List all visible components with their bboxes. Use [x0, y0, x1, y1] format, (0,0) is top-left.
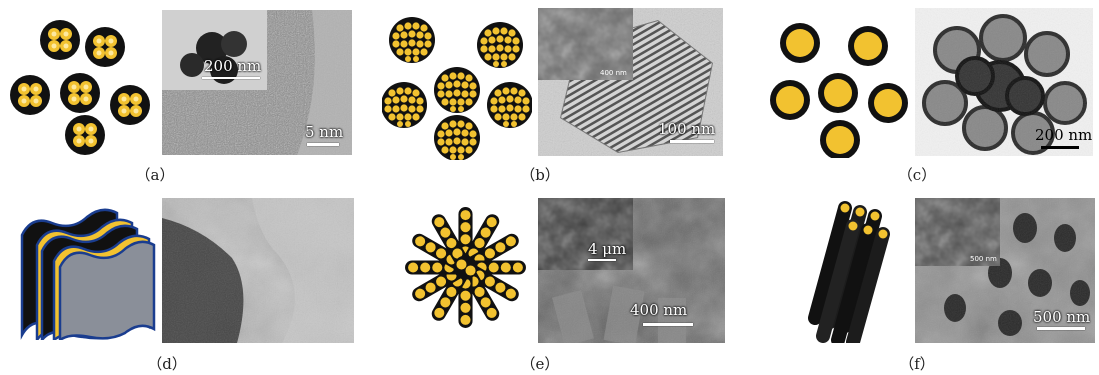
schematic-f-nanotube-bundle [808, 201, 890, 343]
scale-label-main-e: 400 nm [630, 301, 688, 319]
tem-image-d [162, 198, 354, 343]
scale-label-inset-b: 400 nm [600, 69, 627, 77]
sem-inset-f: 500 nm [915, 198, 1000, 266]
caption-d: （d） [147, 355, 187, 373]
panel-f: 500 nm 500 nm （f） [750, 190, 1099, 375]
tem-image-a: 200 nm 5 nm [162, 10, 352, 155]
panel-d: （d） [0, 190, 360, 375]
caption-c: （c） [897, 166, 937, 184]
tem-image-c: 200 nm [915, 8, 1093, 156]
tem-inset-b: 400 nm [538, 8, 633, 80]
scale-bar-main-b [670, 140, 714, 143]
caption-b: （b） [520, 166, 560, 184]
schematic-e-radial-nanorods [405, 207, 526, 328]
schematic-d-layered-sheets [20, 208, 156, 340]
schematic-a-yolk-shell-spheres [10, 20, 150, 155]
tem-inset-a [162, 10, 267, 90]
scale-label-main-b: 100 nm [658, 120, 716, 138]
scale-label-main-c: 200 nm [1035, 126, 1093, 144]
sem-image-f: 500 nm 500 nm [915, 198, 1095, 343]
scale-bar-main-c [1041, 146, 1079, 149]
panel-b: 400 nm 100 nm （b） [370, 0, 740, 185]
caption-f: （f） [899, 355, 935, 373]
sem-inset-e [538, 198, 633, 270]
scale-bar-inset-a [202, 77, 260, 79]
tem-image-b: 400 nm 100 nm [538, 8, 723, 156]
scale-bar-inset-e [588, 259, 616, 261]
scale-label-inset-f: 500 nm [970, 255, 997, 263]
caption-e: （e） [520, 355, 560, 373]
scale-bar-main-f [1037, 327, 1085, 330]
scale-bar-main-e [643, 323, 693, 326]
scale-label-inset-a: 200 nm [204, 57, 262, 75]
caption-a: （a） [135, 166, 175, 184]
scale-label-main-a: 5 nm [305, 123, 344, 141]
scale-bar-main-a [307, 143, 339, 146]
schematic-c-core-shell-spheres [770, 23, 908, 158]
scale-label-inset-e: 4 μm [588, 240, 627, 258]
scale-label-main-f: 500 nm [1033, 308, 1091, 326]
panel-a: 200 nm 5 nm （a） [0, 0, 360, 185]
schematic-b-ordered-mesoporous-spheres [382, 17, 532, 160]
sem-image-e: 4 μm 400 nm [538, 198, 725, 343]
panel-e: 4 μm 400 nm （e） [370, 190, 740, 375]
panel-c: 200 nm （c） [750, 0, 1099, 185]
